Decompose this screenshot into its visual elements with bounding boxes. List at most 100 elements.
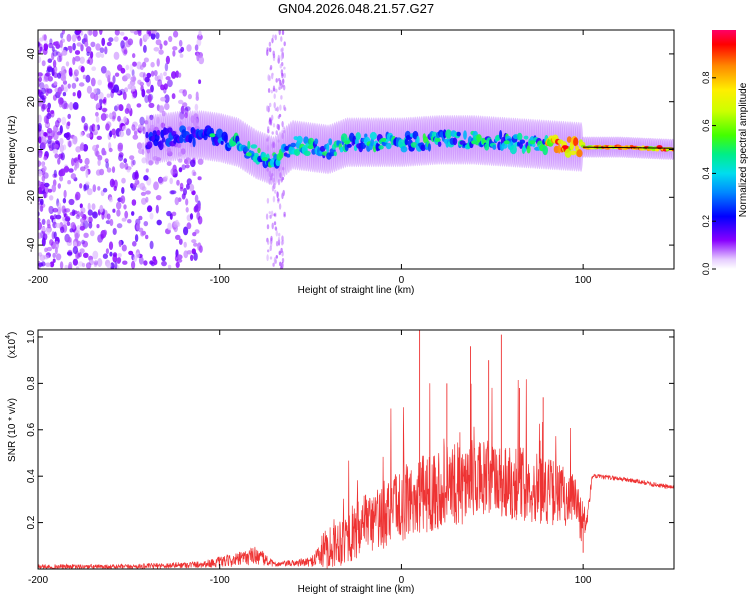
spectrogram-noise-blob bbox=[90, 77, 96, 87]
spectrogram-noise-blob bbox=[57, 157, 61, 165]
spectrogram-noise-blob bbox=[127, 219, 132, 224]
spectrogram-noise-blob bbox=[94, 124, 98, 133]
spectrogram-noise-blob bbox=[268, 75, 271, 82]
spectrogram-noise-blob bbox=[111, 115, 116, 122]
spectrogram-ytick-label: 20 bbox=[26, 96, 37, 108]
spectrogram-xtick-label: 100 bbox=[575, 275, 592, 286]
spectrogram-noise-blob bbox=[47, 224, 51, 229]
spectrogram-noise-blob bbox=[156, 58, 160, 67]
spectrogram-noise-blob bbox=[277, 197, 280, 202]
spectrogram-noise-blob bbox=[38, 72, 43, 77]
spectrogram-noise-blob bbox=[139, 116, 145, 126]
spectrogram-noise-blob bbox=[102, 253, 108, 259]
spectrogram-noise-blob bbox=[75, 266, 80, 269]
spectrogram-noise-blob bbox=[105, 123, 110, 131]
spectrogram-noise-blob bbox=[99, 47, 105, 54]
spectrogram-noise-blob bbox=[196, 38, 202, 47]
spectrogram-noise-blob bbox=[54, 240, 59, 250]
spectrogram-noise-blob bbox=[114, 30, 120, 36]
spectrogram-noise-blob bbox=[78, 82, 85, 87]
spectrogram-noise-blob bbox=[132, 61, 137, 67]
spectrogram-noise-blob bbox=[176, 179, 180, 186]
spectrogram-noise-blob bbox=[108, 241, 114, 250]
spectrogram-noise-blob bbox=[53, 231, 57, 239]
spectrogram-noise-blob bbox=[46, 112, 52, 120]
spectrogram-noise-blob bbox=[276, 123, 279, 130]
spectrogram-noise-blob bbox=[97, 79, 102, 86]
spectrogram-noise-blob bbox=[87, 202, 91, 211]
spectrogram-noise-blob bbox=[127, 38, 134, 46]
spectrogram-noise-blob bbox=[45, 72, 51, 77]
spectrogram-noise-blob bbox=[131, 124, 136, 131]
spectrogram-noise-blob bbox=[75, 30, 82, 34]
spectrogram-noise-blob bbox=[132, 134, 139, 140]
snr-scale-prefix: (x10 bbox=[7, 338, 18, 358]
spectrogram-noise-blob bbox=[79, 183, 83, 189]
spectrogram-noise-blob bbox=[138, 148, 144, 155]
spectrogram-ridge-blob bbox=[573, 137, 579, 147]
spectrogram-noise-blob bbox=[121, 244, 127, 252]
spectrogram-noise-blob bbox=[178, 99, 184, 105]
spectrogram-noise-blob bbox=[119, 162, 125, 169]
spectrogram-noise-blob bbox=[61, 116, 67, 126]
spectrogram-noise-blob bbox=[38, 232, 42, 239]
snr-xlabel: Height of straight line (km) bbox=[298, 584, 415, 595]
spectrogram-noise-blob bbox=[87, 209, 93, 216]
spectrogram-noise-blob bbox=[148, 102, 155, 108]
spectrogram-ridge-blob bbox=[333, 151, 337, 157]
spectrogram-noise-blob bbox=[74, 55, 81, 62]
spectrogram-noise-blob bbox=[117, 257, 122, 263]
spectrogram-noise-blob bbox=[272, 262, 275, 267]
spectrogram-noise-blob bbox=[106, 41, 112, 47]
spectrogram-noise-blob bbox=[134, 234, 139, 243]
spectrogram-ridge-blob bbox=[378, 145, 384, 150]
spectrogram-noise-blob bbox=[143, 33, 150, 40]
spectrogram-noise-blob bbox=[193, 242, 198, 247]
spectrogram-noise-blob bbox=[167, 222, 172, 231]
spectrogram-noise-blob bbox=[147, 206, 153, 212]
spectrogram-noise-blob bbox=[141, 157, 147, 164]
spectrogram-noise-blob bbox=[183, 226, 189, 236]
spectrogram-noise-blob bbox=[86, 133, 93, 139]
spectrogram-noise-blob bbox=[279, 63, 282, 69]
spectrogram-noise-blob bbox=[75, 161, 80, 169]
spectrogram-noise-blob bbox=[153, 70, 158, 77]
spectrogram-noise-blob bbox=[90, 230, 95, 237]
snr-ytick-label: 0.4 bbox=[26, 469, 37, 483]
spectrogram-noise-blob bbox=[124, 210, 129, 219]
spectrogram-hot-spot bbox=[503, 140, 510, 145]
spectrogram-ridge-blob bbox=[167, 127, 173, 133]
spectrogram-noise-blob bbox=[59, 175, 64, 182]
spectrogram-noise-blob bbox=[38, 223, 41, 231]
spectrogram-ridge-blob bbox=[437, 141, 442, 148]
spectrogram-noise-blob bbox=[93, 262, 98, 268]
spectrogram-noise-blob bbox=[38, 114, 42, 123]
spectrogram-noise-blob bbox=[85, 46, 92, 54]
spectrogram-noise-blob bbox=[273, 221, 277, 226]
spectrogram-noise-blob bbox=[124, 87, 129, 93]
spectrogram-noise-blob bbox=[280, 48, 283, 53]
spectrogram-noise-blob bbox=[65, 61, 70, 67]
spectrogram-noise-blob bbox=[275, 130, 278, 136]
spectrogram-noise-blob bbox=[145, 196, 149, 203]
spectrogram-noise-blob bbox=[122, 260, 128, 265]
spectrogram-noise-blob bbox=[155, 39, 162, 46]
spectrogram-noise-blob bbox=[79, 248, 85, 254]
spectrogram-noise-blob bbox=[198, 79, 202, 84]
spectrogram-noise-blob bbox=[147, 94, 152, 103]
spectrogram-noise-blob bbox=[44, 40, 48, 45]
spectrogram-noise-blob bbox=[133, 30, 139, 35]
spectrogram-noise-blob bbox=[280, 247, 283, 254]
spectrogram-noise-blob bbox=[177, 158, 183, 163]
spectrogram-noise-blob bbox=[50, 215, 54, 220]
spectrogram-noise-blob bbox=[269, 214, 272, 219]
spectrogram-noise-blob bbox=[43, 34, 47, 41]
spectrogram-noise-blob bbox=[111, 128, 116, 136]
spectrogram-noise-blob bbox=[267, 240, 270, 245]
spectrogram-noise-blob bbox=[185, 207, 189, 213]
spectrogram-noise-blob bbox=[271, 222, 274, 230]
spectrogram-noise-blob bbox=[53, 72, 59, 78]
spectrogram-noise-blob bbox=[47, 135, 53, 140]
snr-scale-close: ) bbox=[7, 332, 18, 335]
spectrogram-noise-blob bbox=[106, 262, 112, 269]
